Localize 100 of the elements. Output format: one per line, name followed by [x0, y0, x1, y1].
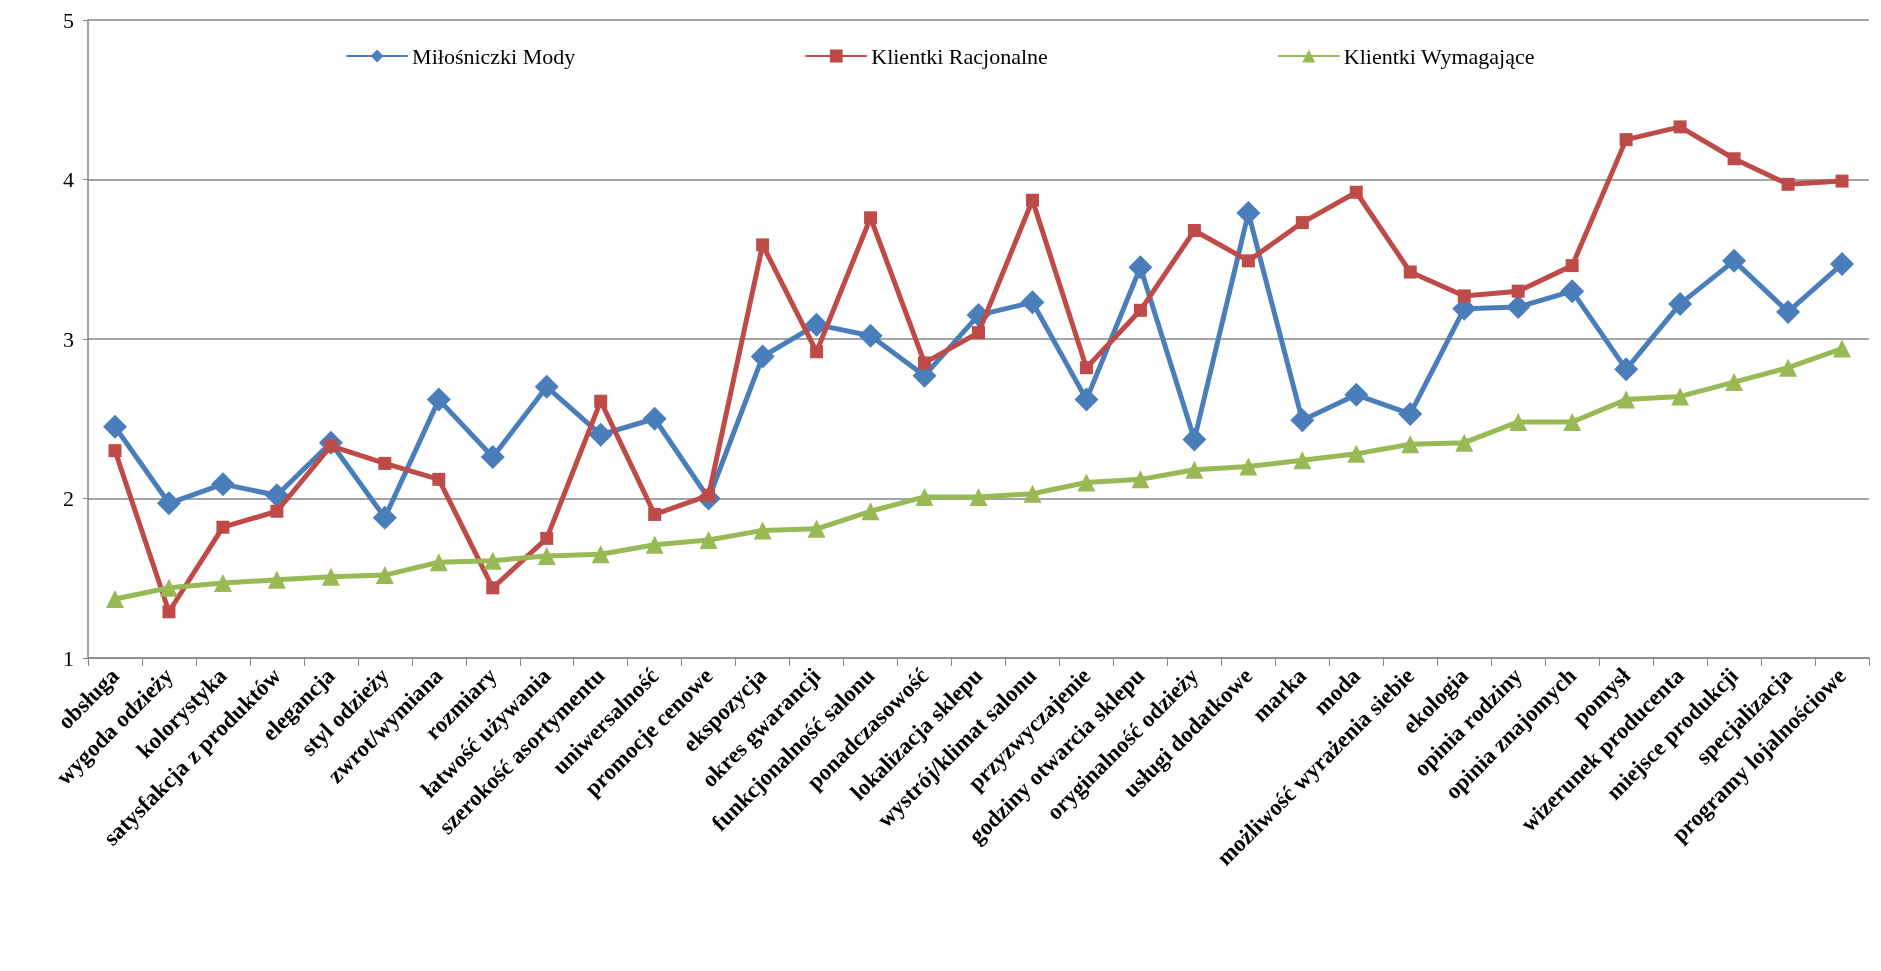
point [1241, 254, 1255, 268]
point [1833, 339, 1852, 358]
point [1239, 457, 1258, 476]
point [861, 502, 880, 521]
point [156, 491, 181, 516]
point [102, 414, 127, 439]
point [594, 394, 608, 408]
point [270, 504, 284, 518]
point [645, 535, 664, 554]
point [486, 581, 500, 595]
point [1025, 193, 1039, 207]
point [642, 406, 667, 431]
point [429, 553, 448, 572]
point [1506, 295, 1531, 320]
point [699, 530, 718, 549]
point [1344, 382, 1369, 407]
point [810, 345, 824, 359]
point [1131, 470, 1150, 489]
point [1185, 460, 1204, 479]
point [1455, 433, 1474, 452]
y-tick-label: 3 [63, 326, 74, 352]
point [1403, 265, 1417, 279]
legend-label: Klientki Wymagające [1343, 43, 1535, 69]
point [1614, 357, 1639, 382]
point [1722, 248, 1747, 273]
point [216, 520, 230, 534]
point [162, 605, 176, 619]
point [1349, 185, 1363, 199]
point [108, 444, 122, 458]
point [972, 326, 985, 340]
point [432, 472, 446, 486]
point [426, 387, 451, 412]
point [918, 356, 932, 370]
point [105, 589, 124, 608]
y-tick-label: 4 [63, 167, 74, 192]
point [1511, 284, 1525, 298]
point [1725, 373, 1744, 392]
point [1295, 216, 1309, 230]
point [969, 487, 988, 506]
point [1671, 387, 1690, 406]
y-tick-label: 1 [63, 645, 74, 671]
point [1727, 152, 1741, 166]
point [1079, 361, 1093, 375]
point [1619, 133, 1633, 147]
point [480, 445, 505, 470]
point [1290, 408, 1315, 433]
point [1236, 200, 1261, 225]
point [1776, 299, 1801, 324]
point [1074, 387, 1099, 412]
point [1023, 484, 1042, 503]
point [1457, 289, 1471, 303]
point [750, 344, 775, 369]
point [648, 507, 662, 521]
point [1347, 444, 1366, 463]
point [1128, 255, 1153, 280]
point [807, 519, 826, 538]
point [1565, 259, 1579, 273]
point [159, 578, 178, 597]
point [321, 567, 340, 586]
point [540, 531, 554, 545]
point [375, 566, 394, 585]
point [372, 505, 397, 530]
point [1077, 473, 1096, 492]
point [1401, 435, 1420, 454]
point [1133, 303, 1147, 317]
point [483, 551, 502, 570]
point [534, 374, 559, 399]
point [1668, 291, 1693, 316]
y-tick-label: 2 [63, 486, 74, 511]
point [588, 422, 613, 447]
point [864, 211, 878, 225]
point [1617, 390, 1636, 409]
point [213, 574, 232, 593]
point [1673, 120, 1687, 134]
point [1398, 401, 1423, 426]
point [537, 546, 556, 565]
point [915, 487, 934, 506]
point [1781, 177, 1795, 191]
point [756, 238, 770, 252]
point [1563, 412, 1582, 431]
point [1182, 427, 1207, 452]
point [1830, 252, 1855, 277]
point [591, 545, 610, 564]
point [858, 323, 883, 348]
point [1560, 279, 1585, 304]
point [264, 483, 289, 508]
point [210, 472, 235, 497]
y-tick-label: 5 [63, 7, 74, 33]
point [804, 312, 829, 337]
point [753, 521, 772, 540]
point [1293, 451, 1312, 470]
legend-label: Miłośniczki Mody [412, 43, 576, 69]
point [1187, 224, 1201, 238]
point [1020, 290, 1045, 315]
point [267, 570, 286, 589]
point [378, 456, 392, 470]
point [1779, 358, 1798, 377]
point [1835, 174, 1849, 188]
point [1509, 412, 1528, 431]
legend-label: Klientki Racjonalne [871, 43, 1048, 69]
